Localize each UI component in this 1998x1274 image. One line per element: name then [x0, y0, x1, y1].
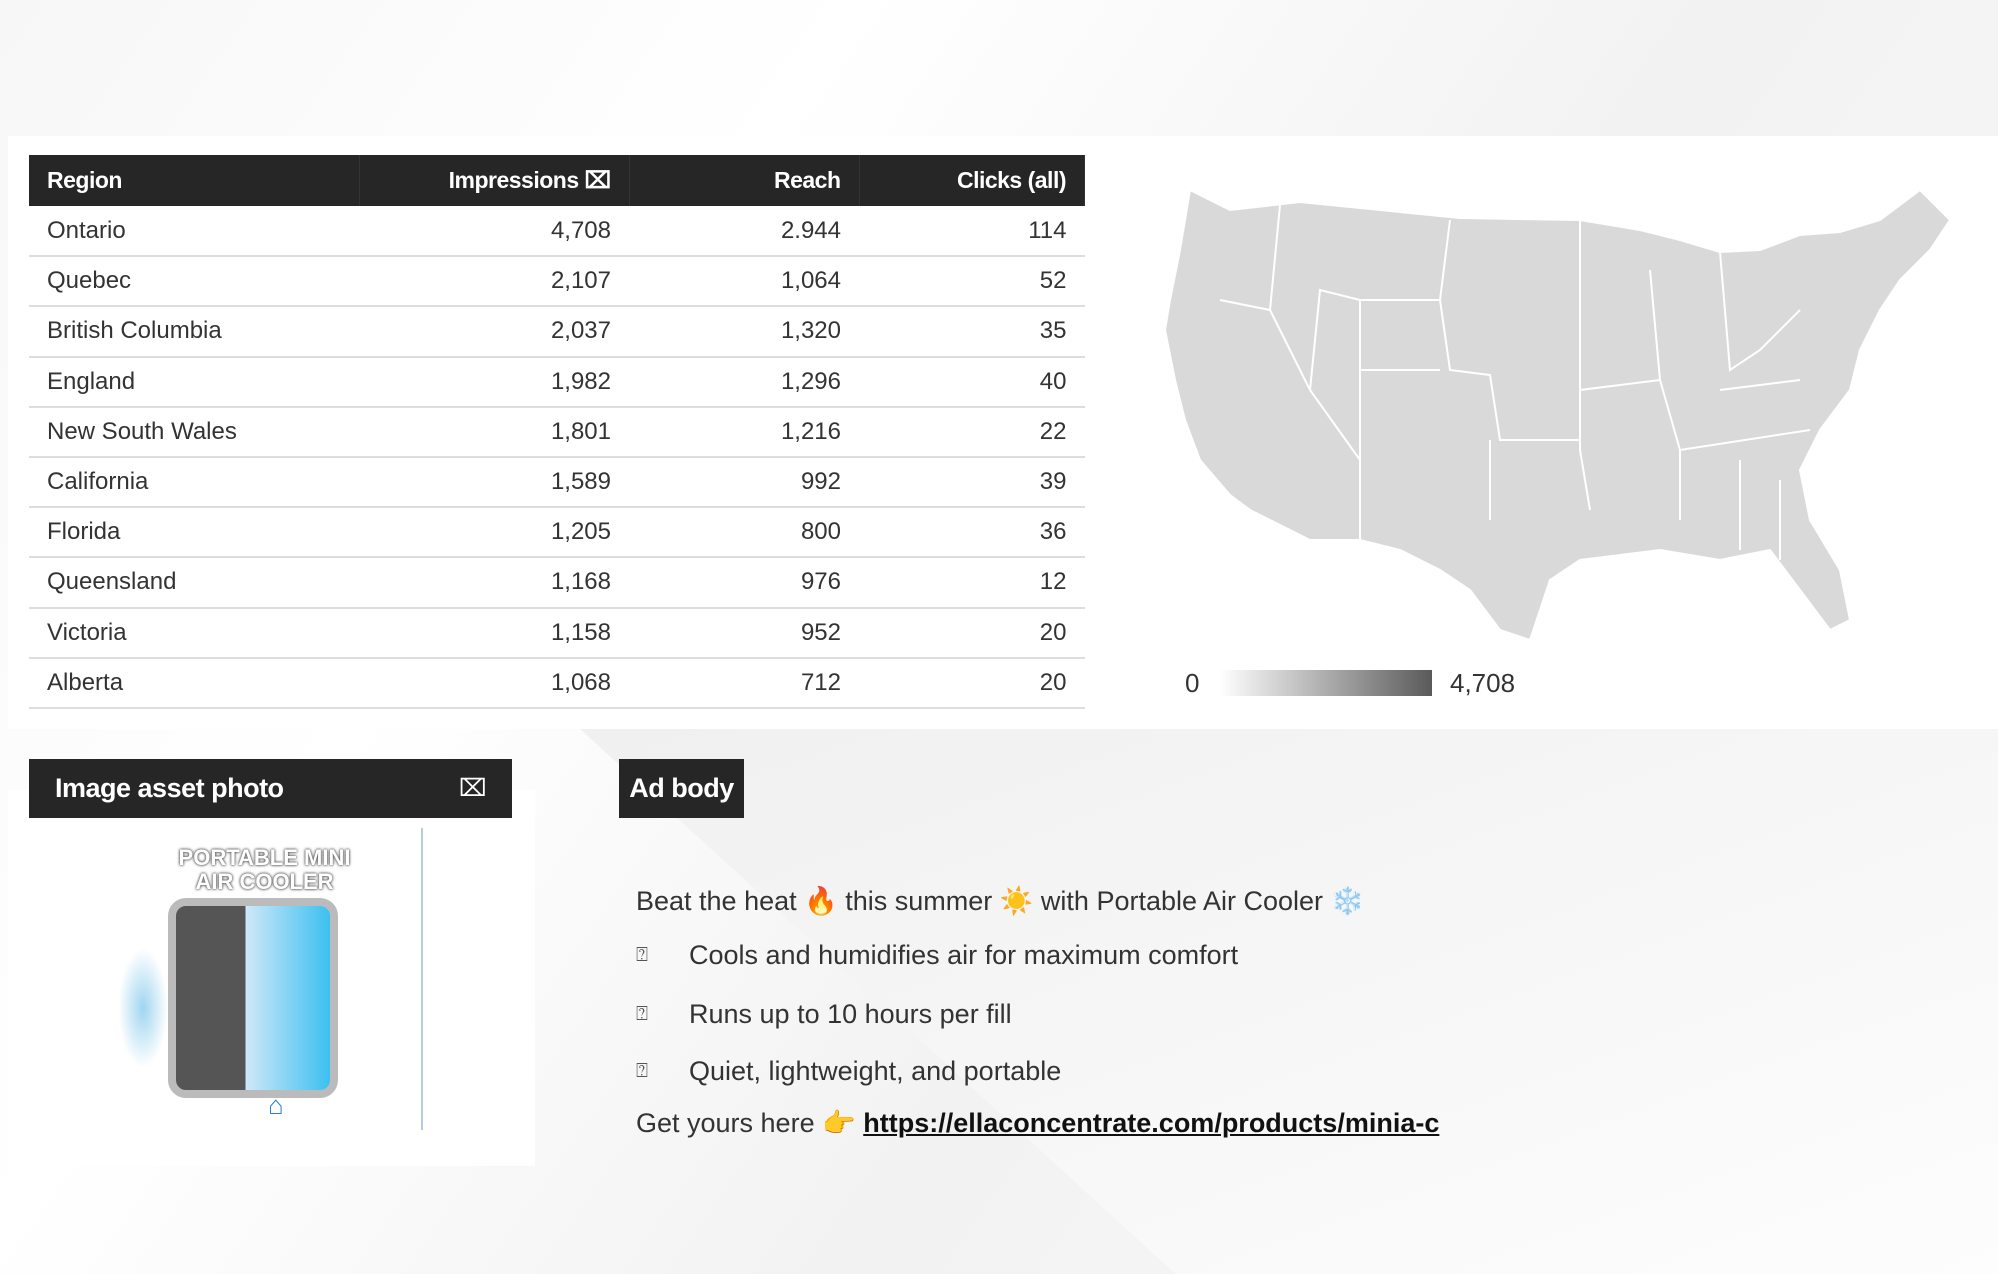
table-row[interactable]: Ontario 4,708 2.944 114 [29, 206, 1085, 258]
air-cooler-illustration [168, 898, 338, 1098]
table-row[interactable]: Queensland 1,168 976 12 [29, 557, 1085, 609]
cell-reach: 1,216 [629, 406, 859, 458]
cell-impressions: 2,037 [359, 306, 629, 358]
ad-body-title: Ad body [629, 773, 734, 803]
cell-reach: 992 [629, 456, 859, 509]
ad-cta: Get yours here 👉 https://ellaconcentrate… [636, 1107, 1439, 1139]
sun-icon: ☀️ [999, 886, 1034, 916]
cell-clicks: 12 [859, 557, 1085, 609]
cell-clicks: 20 [859, 657, 1085, 709]
photo-title-line2: AIR COOLER [195, 869, 334, 894]
state-borders [1219, 204, 1811, 560]
cell-reach: 1,296 [629, 356, 859, 408]
cell-clicks: 36 [859, 507, 1085, 559]
cell-region: Ontario [29, 206, 359, 258]
us-map [1163, 190, 1952, 642]
cell-region: British Columbia [29, 306, 359, 358]
col-reach[interactable]: Reach [629, 155, 860, 206]
cell-reach: 1,320 [629, 306, 859, 358]
water-splash [118, 948, 168, 1068]
table-row[interactable]: Alberta 1,068 712 20 [29, 657, 1085, 709]
table-row[interactable]: England 1,982 1,296 40 [29, 356, 1085, 408]
cta-text: Get yours here [636, 1108, 823, 1138]
col-region[interactable]: Region [29, 155, 360, 206]
cell-clicks: 114 [859, 206, 1085, 258]
cell-clicks: 39 [859, 456, 1085, 509]
legend-min: 0 [1185, 668, 1200, 698]
cell-region: Queensland [29, 557, 359, 609]
cell-impressions: 1,801 [359, 406, 629, 458]
sort-icon[interactable]: ⌧ [458, 775, 487, 802]
image-asset-header: Image asset photo ⌧ [29, 759, 512, 818]
bullet-icon: ⍰ [636, 1003, 648, 1025]
table-header: Region Impressions ⌧ Reach Clicks (all) [29, 155, 1085, 206]
cell-reach: 2.944 [629, 206, 859, 258]
cell-impressions: 1,589 [359, 456, 629, 509]
cell-impressions: 1,982 [359, 356, 629, 408]
cell-region: Quebec [29, 256, 359, 308]
ad-body-header: Ad body [619, 759, 744, 818]
cell-impressions: 1,068 [359, 657, 629, 709]
home-icon: ⌂ [268, 1090, 284, 1120]
pointing-hand-icon: 👉 [822, 1108, 856, 1138]
cell-reach: 800 [629, 507, 859, 559]
cell-clicks: 52 [859, 256, 1085, 308]
bullet-item: Cools and humidifies air for maximum com… [689, 940, 1239, 970]
ad-headline: Beat the heat 🔥 this summer ☀️ with Port… [636, 885, 1364, 917]
product-link[interactable]: https://ellaconcentrate.com/products/min… [863, 1108, 1440, 1138]
bullet-item: Quiet, lightweight, and portable [689, 1056, 1062, 1086]
us-map-shape [1163, 190, 1952, 642]
cell-clicks: 35 [859, 306, 1085, 358]
legend-max: 4,708 [1450, 668, 1516, 698]
table-row[interactable]: British Columbia 2,037 1,320 35 [29, 306, 1085, 358]
snowflake-icon: ❄️ [1330, 886, 1365, 916]
cell-impressions: 1,158 [359, 607, 629, 659]
legend-gradient [1220, 670, 1432, 696]
headline-text-2: this summer [837, 886, 1000, 916]
headline-text-1: Beat the heat [636, 886, 805, 916]
bullet-icon: ⍰ [636, 1060, 648, 1082]
photo-title-line1: PORTABLE MINI [178, 845, 351, 870]
cell-impressions: 1,205 [359, 507, 629, 559]
cell-reach: 1,064 [629, 256, 859, 308]
bullet-item: Runs up to 10 hours per fill [689, 999, 1012, 1029]
cell-reach: 952 [629, 607, 859, 659]
image-asset-title: Image asset photo [55, 773, 284, 803]
cell-impressions: 2,107 [359, 256, 629, 308]
table-row[interactable]: California 1,589 992 39 [29, 456, 1085, 509]
cell-reach: 976 [629, 557, 859, 609]
product-photo: PORTABLE MINI AIR COOLER ⌂ [108, 828, 423, 1130]
table-row[interactable]: Florida 1,205 800 36 [29, 507, 1085, 559]
cell-region: Victoria [29, 607, 359, 659]
cell-region: England [29, 356, 359, 408]
table-row[interactable]: New South Wales 1,801 1,216 22 [29, 406, 1085, 458]
cell-impressions: 4,708 [359, 206, 629, 258]
cell-region: New South Wales [29, 406, 359, 458]
col-impressions[interactable]: Impressions ⌧ [359, 155, 630, 206]
cell-impressions: 1,168 [359, 557, 629, 609]
cell-region: Florida [29, 507, 359, 559]
cell-region: Alberta [29, 657, 359, 709]
cell-clicks: 40 [859, 356, 1085, 408]
cell-clicks: 22 [859, 406, 1085, 458]
headline-text-3: with Portable Air Cooler [1033, 886, 1331, 916]
cell-reach: 712 [629, 657, 859, 709]
bullet-icon: ⍰ [636, 944, 648, 966]
table-row[interactable]: Victoria 1,158 952 20 [29, 607, 1085, 659]
fire-icon: 🔥 [804, 886, 838, 916]
cell-region: California [29, 456, 359, 509]
col-clicks[interactable]: Clicks (all) [859, 155, 1085, 206]
cell-clicks: 20 [859, 607, 1085, 659]
table-row[interactable]: Quebec 2,107 1,064 52 [29, 256, 1085, 308]
regions-table: Region Impressions ⌧ Reach Clicks (all) … [29, 155, 1085, 709]
